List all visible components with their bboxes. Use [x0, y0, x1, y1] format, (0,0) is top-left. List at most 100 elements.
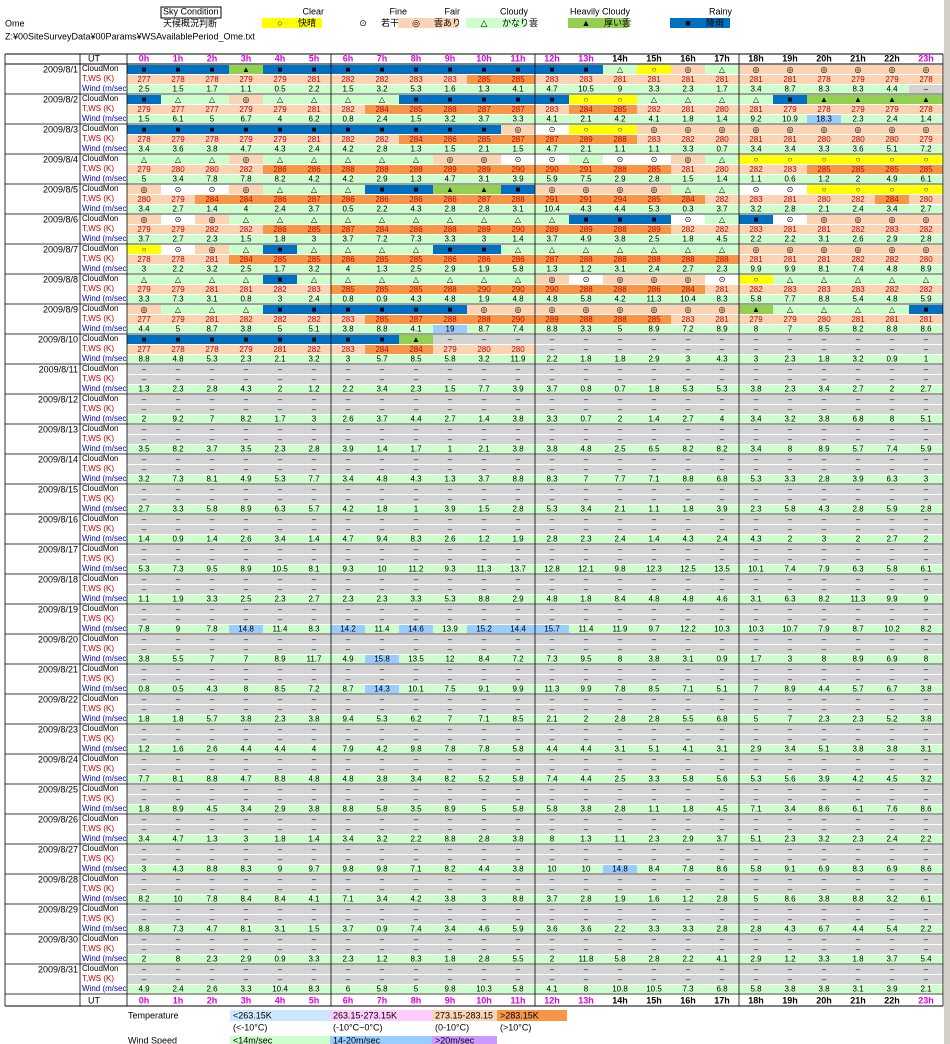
wind-cell: [127, 505, 161, 513]
wind-cell: [399, 805, 433, 813]
temp-value: 279: [171, 285, 185, 294]
temp-value: 284: [375, 345, 389, 354]
sky-symbol: –: [516, 335, 521, 344]
sky-symbol: –: [856, 845, 861, 854]
temp-value: –: [210, 615, 215, 624]
sky-cell: [297, 755, 331, 764]
wind-value: 3.3: [682, 925, 694, 934]
wind-cell: [161, 985, 195, 993]
wind-value: 4.1: [716, 955, 728, 964]
temp-value: 282: [715, 195, 729, 204]
temp-value: 279: [919, 135, 933, 144]
temp-value: 284: [885, 195, 899, 204]
temp-cell: [467, 75, 501, 84]
temp-value: –: [244, 735, 249, 744]
sky-symbol: △: [209, 155, 216, 164]
wind-cell: [433, 595, 467, 603]
wind-value: 8.2: [138, 895, 150, 904]
temp-cell: [433, 795, 467, 804]
temp-cell: [535, 735, 569, 744]
temp-value: 280: [715, 105, 729, 114]
sky-symbol: –: [414, 365, 419, 374]
wind-value: 0.9: [886, 355, 898, 364]
wind-cell: [365, 295, 399, 303]
wind-value: 5: [618, 325, 623, 334]
sky-symbol: –: [652, 755, 657, 764]
sky-symbol: ▲: [446, 185, 454, 194]
row-label: CloudMon: [82, 784, 118, 793]
temp-value: 284: [681, 195, 695, 204]
sky-symbol: △: [719, 185, 726, 194]
temp-cell: [467, 345, 501, 354]
temp-cell: [603, 165, 637, 174]
temp-value: 288: [579, 255, 593, 264]
temp-cell: [161, 915, 195, 924]
wind-value: 1.5: [512, 145, 524, 154]
wind-cell: [399, 295, 433, 303]
wind-value: 5.9: [920, 295, 932, 304]
wind-value: 4.9: [886, 175, 898, 184]
sky-symbol: △: [719, 245, 726, 254]
temp-value: –: [890, 675, 895, 684]
wind-value: 3.8: [920, 685, 932, 694]
sky-symbol: –: [788, 395, 793, 404]
sky-cell: [501, 215, 535, 224]
temp-value: –: [788, 375, 793, 384]
date: 2009/8/25: [38, 784, 78, 794]
sky-cell: [195, 725, 229, 734]
sky-symbol: –: [448, 725, 453, 734]
wind-cell: [671, 865, 705, 873]
temp-value: 281: [885, 315, 899, 324]
sky-symbol: –: [924, 395, 929, 404]
sky-symbol: –: [312, 395, 317, 404]
wind-cell: [399, 955, 433, 963]
temp-value: –: [924, 405, 929, 414]
sky-symbol: –: [516, 845, 521, 854]
temp-value: –: [720, 525, 725, 534]
sky-symbol: –: [278, 575, 283, 584]
sky-cell: [195, 305, 229, 314]
wind-cell: [909, 565, 943, 573]
wind-cell: [535, 475, 569, 483]
sky-cell: [909, 725, 943, 734]
sky-symbol: –: [482, 425, 487, 434]
wind-cell: [195, 205, 229, 213]
sky-symbol: ◎: [889, 215, 896, 224]
sky-symbol: –: [482, 755, 487, 764]
wind-cell: [127, 805, 161, 813]
sky-symbol: –: [482, 965, 487, 974]
temp-cell: [671, 855, 705, 864]
temp-cell: [195, 945, 229, 954]
sky-cell: [127, 665, 161, 674]
temp-value: 287: [545, 135, 559, 144]
wind-cell: [195, 175, 229, 183]
wind-value: 7: [210, 655, 215, 664]
wind-cell: [671, 925, 705, 933]
sky-symbol: –: [788, 545, 793, 554]
sky-symbol: ◎: [481, 155, 488, 164]
sky-cell: [603, 545, 637, 554]
sky-cell: [637, 275, 671, 284]
temp-value: 285: [851, 165, 865, 174]
sky-symbol: ○: [754, 275, 759, 284]
temp-value: –: [822, 405, 827, 414]
sky-symbol: ▲: [888, 95, 896, 104]
temp-cell: [127, 75, 161, 84]
sky-symbol: –: [720, 695, 725, 704]
wind-cell: [603, 655, 637, 663]
temp-cell: [637, 165, 671, 174]
wind-value: 8.7: [478, 325, 490, 334]
wind-value: 10.8: [612, 985, 628, 994]
sky-cell: [263, 545, 297, 554]
sky-symbol: –: [652, 725, 657, 734]
temp-cell: [501, 315, 535, 324]
wind-value: 1.2: [478, 535, 490, 544]
wind-value: 2.9: [376, 175, 388, 184]
wind-value: 3.4: [750, 415, 762, 424]
wind-cell: [195, 535, 229, 543]
temp-cell: [501, 705, 535, 714]
sky-symbol: –: [210, 365, 215, 374]
wind-value: 7.4: [852, 265, 864, 274]
temp-value: 279: [273, 75, 287, 84]
wind-cell: [467, 985, 501, 993]
